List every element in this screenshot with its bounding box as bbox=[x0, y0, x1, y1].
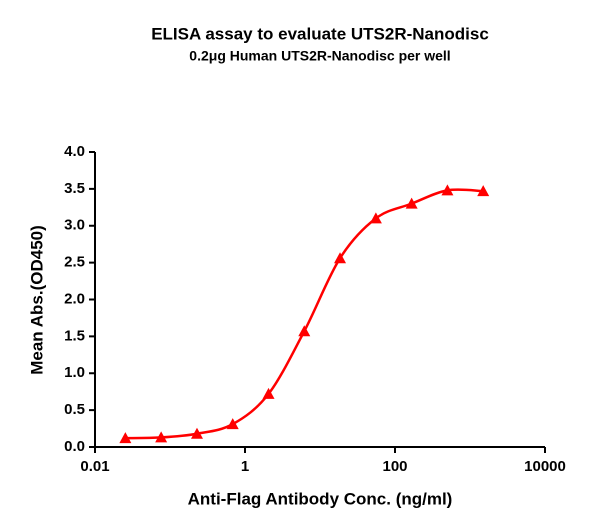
chart-title: ELISA assay to evaluate UTS2R-Nanodisc bbox=[151, 24, 489, 43]
data-point bbox=[334, 252, 347, 264]
data-point bbox=[405, 197, 418, 209]
data-point bbox=[477, 185, 490, 197]
data-point bbox=[441, 184, 454, 196]
data-point bbox=[190, 427, 203, 439]
data-point bbox=[298, 325, 311, 337]
data-point bbox=[119, 432, 132, 444]
y-tick-label: 1.0 bbox=[64, 364, 85, 381]
y-tick-label: 3.0 bbox=[64, 217, 85, 234]
data-point bbox=[262, 387, 275, 399]
y-tick-label: 3.5 bbox=[64, 180, 85, 197]
x-axis-label: Anti-Flag Antibody Conc. (ng/ml) bbox=[188, 489, 453, 508]
fit-curve bbox=[125, 188, 484, 440]
y-axis-label: Mean Abs.(OD450) bbox=[27, 225, 46, 375]
data-point bbox=[226, 418, 239, 430]
chart-subtitle: 0.2μg Human UTS2R-Nanodisc per well bbox=[189, 48, 450, 64]
y-tick-label: 1.5 bbox=[64, 327, 85, 344]
y-tick-label: 2.0 bbox=[64, 290, 85, 307]
data-point bbox=[155, 431, 168, 443]
y-tick-label: 2.5 bbox=[64, 254, 85, 271]
y-tick-label: 0.5 bbox=[64, 401, 85, 418]
y-tick-label: 0.0 bbox=[64, 438, 85, 455]
y-tick-label: 4.0 bbox=[64, 143, 85, 160]
x-tick-label: 100 bbox=[382, 458, 407, 475]
x-tick-label: 1 bbox=[241, 458, 249, 475]
data-point bbox=[369, 212, 382, 224]
x-tick-label: 0.01 bbox=[80, 458, 109, 475]
x-tick-label: 10000 bbox=[524, 458, 566, 475]
